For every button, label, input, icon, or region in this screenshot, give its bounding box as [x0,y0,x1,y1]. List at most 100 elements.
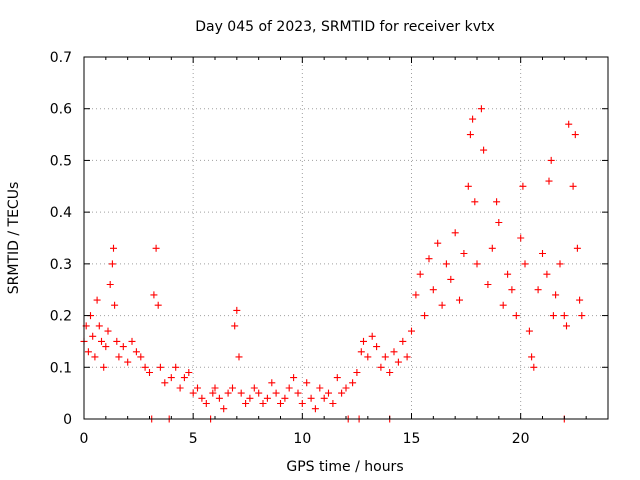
data-point [137,353,145,361]
data-point [211,384,219,392]
data-point [519,182,527,190]
data-point [360,337,367,345]
data-point [154,301,162,309]
data-point [231,322,239,330]
data-point [504,270,512,278]
y-tick-label: 0.4 [50,205,72,221]
data-point [534,286,542,294]
data-point [434,239,442,247]
data-point [412,291,420,299]
data-point [290,374,298,382]
data-point [307,394,315,402]
data-point [451,229,459,237]
chart-title: Day 045 of 2023, SRMTID for receiver kvt… [195,19,495,35]
data-point [560,312,568,320]
data-point [325,389,332,397]
data-point [539,250,546,257]
data-point [250,384,258,392]
x-tick-label: 0 [80,431,89,447]
data-point [399,337,407,345]
data-point [473,260,481,268]
data-point [215,394,223,402]
data-point [571,131,579,139]
data-point [98,337,105,345]
data-point [235,353,243,361]
data-point [161,379,169,387]
data-point [416,270,424,278]
data-point [246,394,254,402]
data-point [438,301,446,309]
data-point [185,369,193,376]
data-point [403,353,411,361]
data-point [508,286,516,294]
data-point [272,389,280,397]
data-point [421,312,429,320]
data-point [115,353,123,361]
y-axis-label: SRMTID / TECUs [6,182,22,295]
data-point [93,296,101,304]
data-point [456,296,463,304]
data-point [84,348,92,356]
data-point [294,389,302,397]
data-point [565,120,573,128]
data-point [110,244,117,252]
data-point [124,358,132,366]
data-point [338,389,346,397]
data-point [349,379,357,387]
y-tick-label: 0.5 [50,153,72,169]
data-point [119,343,127,351]
data-point [512,312,520,320]
data-point [578,312,586,320]
data-point [364,353,372,361]
data-point [517,234,525,242]
data-point [573,244,581,252]
data-point [368,332,376,340]
data-point [95,322,103,330]
data-point [194,384,201,392]
data-point [329,400,337,407]
y-tick-label: 0.2 [50,309,72,325]
data-point [530,363,538,371]
data-point [108,260,116,268]
data-point [488,244,496,252]
data-point [394,358,402,366]
data-point [408,327,415,335]
data-point [303,379,311,387]
data-point [563,322,570,330]
data-point [104,327,112,335]
data-point [202,400,210,407]
data-point [493,198,501,206]
data-point [333,374,341,382]
data-point [106,281,114,288]
data-point [220,405,228,413]
data-point [242,400,250,407]
data-point [377,363,385,371]
data-point [480,146,488,154]
data-point [320,394,328,402]
data-point [429,286,437,294]
data-point [353,369,361,376]
data-point [460,250,468,257]
y-tick-label: 0.7 [50,50,72,66]
data-point [229,384,236,392]
data-point [442,260,450,268]
axis-ticks: 0 5 10 15 20 0 0.1 0.2 0.3 0.4 0.5 0.6 0.7 [50,50,609,447]
data-point [471,198,479,206]
x-tick-label: 10 [293,431,311,447]
x-axis-label: GPS time / hours [286,459,403,475]
data-point [528,353,536,361]
data-point [111,301,119,309]
data-point [543,270,551,278]
data-point [263,394,271,402]
data-point [484,281,492,288]
data-point [113,337,121,345]
data-point [268,379,276,387]
data-point [549,312,557,320]
data-point [224,389,232,397]
x-tick-label: 20 [512,431,530,447]
data-point [189,389,197,397]
data-point [381,353,389,361]
data-point [569,182,577,190]
